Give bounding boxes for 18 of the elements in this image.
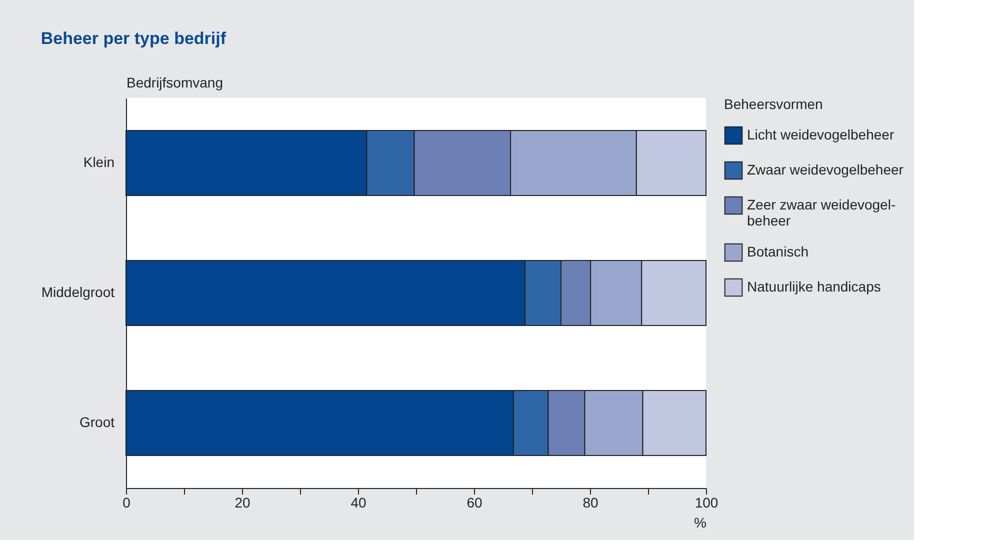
legend-label: Botanisch	[747, 244, 808, 260]
y-tick-label: Middelgroot	[41, 284, 115, 300]
legend-label: Zwaar weidevogelbeheer	[747, 162, 904, 178]
legend-label: Natuurlijke handicaps	[747, 278, 881, 294]
x-tick-label: 0	[122, 494, 131, 510]
chart-title: Beheer per type bedrijf	[40, 29, 226, 48]
legend-title: Beheersvormen	[724, 96, 823, 112]
legend-label: Zeer zwaar weidevogel- beheer	[747, 196, 896, 228]
y-axis-title: Bedrijfsomvang	[126, 74, 223, 90]
legend-label: Licht weidevogelbeheer	[747, 126, 894, 142]
x-tick-label: 100	[694, 494, 718, 510]
y-tick-label: Groot	[79, 414, 115, 430]
x-axis-title: %	[694, 514, 706, 530]
x-tick-label: 40	[350, 494, 366, 510]
x-tick-label: 20	[234, 494, 250, 510]
y-tick-label: Klein	[83, 154, 114, 170]
x-tick-label: 60	[466, 494, 482, 510]
x-tick-label: 80	[582, 494, 598, 510]
